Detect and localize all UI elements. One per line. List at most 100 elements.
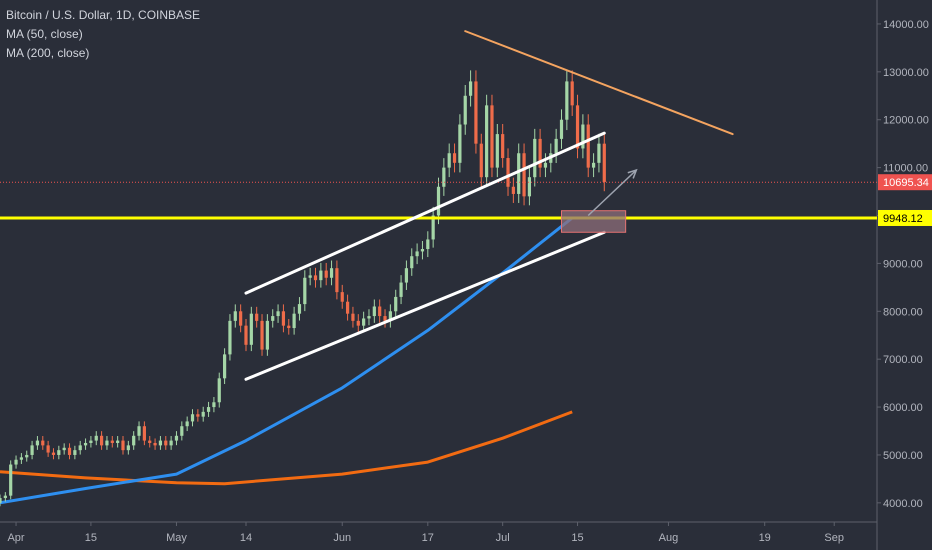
candle-body xyxy=(121,440,125,451)
candle-body xyxy=(35,440,40,446)
y-tick-label: 5000.00 xyxy=(883,450,923,462)
x-tick-label: May xyxy=(166,532,187,544)
ma50-line xyxy=(0,216,574,505)
candle-body xyxy=(217,378,221,403)
candle-body xyxy=(169,440,173,446)
symbol-title[interactable]: Bitcoin / U.S. Dollar, 1D, COINBASE xyxy=(6,8,201,22)
support-zone-box xyxy=(560,210,627,233)
candle-body xyxy=(201,411,205,417)
candle-body xyxy=(83,442,88,446)
candle-body xyxy=(559,119,564,139)
y-tick-label: 14000.00 xyxy=(883,19,929,31)
x-tick-label: Jun xyxy=(333,532,351,544)
ma200-series xyxy=(0,410,573,486)
drawings xyxy=(0,30,877,381)
candle-body xyxy=(57,450,61,455)
candle-body xyxy=(255,313,259,321)
candle-body xyxy=(158,440,163,446)
y-tick-label: 6000.00 xyxy=(883,402,923,414)
candle-body xyxy=(3,495,7,499)
channel-upper-line xyxy=(244,131,606,295)
candle-body xyxy=(415,251,419,257)
ma200-legend-label[interactable]: MA (200, close) xyxy=(6,46,90,60)
last-price-tag-label: 10695.34 xyxy=(883,177,929,189)
ma50-legend-label[interactable]: MA (50, close) xyxy=(6,27,83,41)
candle-body xyxy=(99,435,104,446)
candle-body xyxy=(586,124,590,168)
x-tick-label: Jul xyxy=(496,532,510,544)
candle-body xyxy=(78,445,82,451)
candle-body xyxy=(94,435,98,441)
candle-body xyxy=(463,95,467,125)
candle-body xyxy=(196,414,200,417)
candle-body xyxy=(335,268,339,293)
candle-body xyxy=(351,313,355,321)
candle-body xyxy=(468,81,473,96)
candle-body xyxy=(442,167,446,187)
candle-body xyxy=(554,138,558,154)
candle-body xyxy=(362,318,366,326)
candle-body xyxy=(19,457,23,460)
candle-body xyxy=(228,320,232,355)
candle-body xyxy=(116,440,120,443)
candle-body xyxy=(378,306,382,317)
candle-body xyxy=(495,134,499,168)
candle-body xyxy=(132,435,136,446)
arrow-head-icon xyxy=(627,168,638,179)
candle-body xyxy=(533,138,537,178)
candle-body xyxy=(67,447,72,455)
candle-body xyxy=(297,304,302,314)
candle-body xyxy=(313,275,318,281)
candle-body xyxy=(410,256,414,269)
candle-body xyxy=(479,143,483,178)
candle-body xyxy=(565,81,569,120)
candle-body xyxy=(345,301,350,314)
candle-body xyxy=(570,81,574,106)
y-tick-label: 8000.00 xyxy=(883,306,923,318)
candle-body xyxy=(399,282,403,297)
y-tick-label: 13000.00 xyxy=(883,67,929,79)
candle-body xyxy=(239,311,243,326)
channel-lower-line xyxy=(244,230,606,381)
ma200-line xyxy=(0,410,573,486)
candle-body xyxy=(367,316,371,319)
candle-body xyxy=(265,320,269,350)
y-tick-label: 9000.00 xyxy=(883,258,923,270)
chart-legend: Bitcoin / U.S. Dollar, 1D, COINBASE MA (… xyxy=(6,6,200,63)
x-tick-label: Sep xyxy=(824,532,844,544)
candle-body xyxy=(372,306,376,317)
candle-body xyxy=(110,440,114,443)
candle-body xyxy=(30,445,34,455)
candle-body xyxy=(222,354,227,379)
x-axis[interactable]: Apr 15 May 14 Jun 17 Jul 15 Aug 19 Sep xyxy=(7,522,844,544)
candle-body xyxy=(426,239,430,250)
candle-body xyxy=(180,426,184,436)
candle-body xyxy=(281,311,286,326)
candle-body xyxy=(581,124,585,149)
candle-body xyxy=(233,311,237,321)
candle-body xyxy=(436,186,441,216)
candle-body xyxy=(41,440,45,446)
candle-body xyxy=(447,153,451,168)
candle-body xyxy=(538,138,542,168)
y-tick-label: 12000.00 xyxy=(883,115,929,127)
candle-body xyxy=(597,143,601,163)
candle-body xyxy=(383,316,387,321)
support-price-tag xyxy=(878,209,932,226)
candle-body xyxy=(212,402,216,408)
candle-body xyxy=(543,162,548,168)
candle-body xyxy=(329,268,334,278)
candle-body xyxy=(431,215,435,240)
candle-body xyxy=(287,325,291,329)
y-tick-label: 7000.00 xyxy=(883,354,923,366)
candle-body xyxy=(271,316,275,321)
candle-body xyxy=(9,464,13,496)
candle-body xyxy=(474,81,478,144)
candle-body xyxy=(46,445,50,453)
candle-body xyxy=(506,158,510,187)
x-tick-label: 15 xyxy=(571,532,583,544)
candle-body xyxy=(276,311,280,317)
candle-body xyxy=(420,249,425,252)
